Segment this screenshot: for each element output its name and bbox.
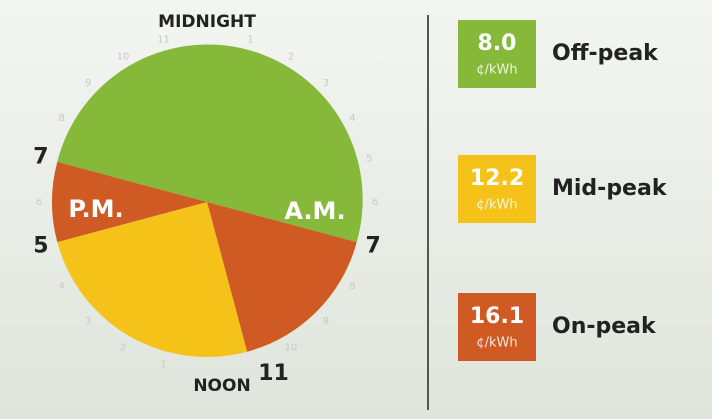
rate-name: Mid-peak	[552, 176, 668, 201]
am-label: A.M.	[284, 197, 345, 225]
midnight-label: MIDNIGHT	[158, 12, 256, 32]
hour-label: 10	[285, 342, 298, 353]
on-peak-wedge	[52, 161, 207, 243]
clock-pie	[52, 44, 363, 357]
mid-peak-wedge	[57, 202, 248, 357]
hour-label: 2	[288, 52, 294, 63]
hour-label: 9	[85, 78, 91, 89]
hour-marker: 7	[33, 144, 48, 169]
hour-marker: 7	[365, 234, 380, 259]
on-peak-wedge	[207, 202, 357, 352]
price: 16.1	[470, 304, 524, 329]
unit: ¢/kWh	[476, 198, 517, 213]
price: 8.0	[478, 31, 517, 56]
hour-label: 3	[85, 316, 91, 327]
pm-label: P.M.	[68, 195, 123, 223]
hour-label: 4	[58, 281, 64, 292]
hour-label: 11	[157, 35, 170, 46]
hour-label: 8	[58, 113, 64, 124]
hour-label: 6	[372, 197, 378, 208]
price-box	[458, 293, 536, 361]
hour-label: 4	[349, 113, 355, 124]
rate-name: Off-peak	[552, 41, 659, 66]
hour-label: 1	[247, 35, 253, 46]
hour-marker: 5	[33, 234, 48, 259]
hour-label: 5	[366, 154, 372, 165]
hour-label: 1	[160, 359, 166, 370]
hour-label: 6	[36, 197, 42, 208]
off-peak-wedge	[57, 44, 363, 243]
price-box	[458, 20, 536, 88]
hour-label: 9	[323, 316, 329, 327]
noon-label: NOON	[193, 376, 250, 396]
unit: ¢/kWh	[476, 336, 517, 351]
hour-label: 2	[120, 342, 126, 353]
price: 12.2	[470, 166, 524, 191]
rate-name: On-peak	[552, 314, 657, 339]
hour-label: 3	[323, 78, 329, 89]
hour-label: 10	[117, 52, 130, 63]
unit: ¢/kWh	[476, 63, 517, 78]
price-box	[458, 155, 536, 223]
hour-marker: 11	[258, 361, 289, 386]
hour-label: 8	[349, 281, 355, 292]
